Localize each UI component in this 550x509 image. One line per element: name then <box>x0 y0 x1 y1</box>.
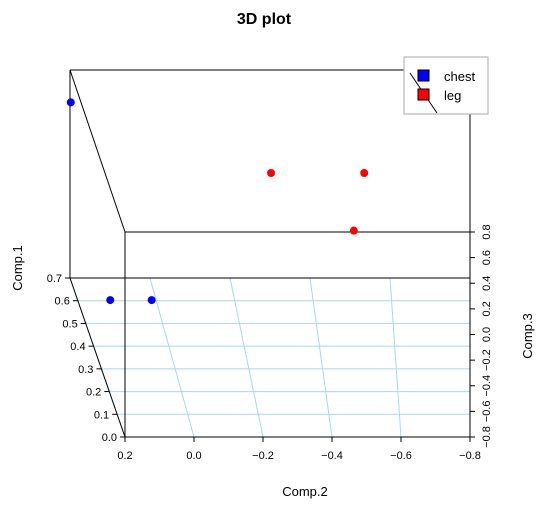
y-tick-label-5: 0.2 <box>481 301 493 316</box>
z-tick-label-3: 0.3 <box>78 364 93 376</box>
z-tick-label-2: 0.2 <box>86 387 101 399</box>
z-tick-label-6: 0.6 <box>55 296 70 308</box>
x-tick-label-2: −0.2 <box>252 450 274 462</box>
z-tick-label-1: 0.1 <box>94 409 109 421</box>
z-tick-label-5: 0.5 <box>62 318 77 330</box>
y-tick-label-1: −0.6 <box>481 401 493 423</box>
y-tick-label-0: −0.8 <box>481 426 493 448</box>
x-axis-ticks: 0.2 0.0 −0.2 −0.4 −0.6 −0.8 <box>117 437 481 462</box>
y-axis-label: Comp.3 <box>520 313 535 359</box>
grid-line-x-2 <box>229 277 264 438</box>
x-tick-label-0: 0.2 <box>117 450 132 462</box>
y-tick-label-6: 0.4 <box>481 276 493 291</box>
legend-label-leg: leg <box>444 88 461 103</box>
y-tick-label-3: −0.2 <box>481 349 493 371</box>
z-tick-label-4: 0.4 <box>70 341 85 353</box>
floor-grid <box>69 277 471 438</box>
point-leg-2 <box>360 168 369 177</box>
z-axis-label: Comp.1 <box>10 245 25 291</box>
point-chest-1 <box>106 296 115 305</box>
point-chest-2 <box>147 296 156 305</box>
point-chest-0 <box>66 98 75 107</box>
y-tick-label-4: 0.0 <box>481 327 493 342</box>
plot-box <box>69 69 471 438</box>
point-leg-0 <box>267 168 276 177</box>
z-tick-label-0: 0.0 <box>102 432 117 444</box>
legend-label-chest: chest <box>444 69 475 84</box>
z-axis-ticks: 0.0 0.1 0.2 0.3 0.4 0.5 0.6 0.7 <box>47 273 125 444</box>
x-tick-label-4: −0.6 <box>390 450 412 462</box>
grid-line-x-1 <box>149 277 195 438</box>
x-tick-label-5: −0.8 <box>459 450 481 462</box>
x-tick-label-3: −0.4 <box>321 450 343 462</box>
legend: chest leg <box>403 56 489 115</box>
box-edge-diag-bottom-left <box>69 277 126 438</box>
grid-line-x-4 <box>389 277 402 438</box>
legend-swatch-chest <box>417 69 430 82</box>
y-tick-label-7: 0.6 <box>481 250 493 265</box>
x-tick-label-1: 0.0 <box>186 450 201 462</box>
grid-line-x-3 <box>309 277 333 438</box>
x-axis-label: Comp.2 <box>282 484 328 499</box>
z-tick-label-7: 0.7 <box>47 273 62 285</box>
legend-box <box>403 56 489 115</box>
data-points <box>66 98 369 305</box>
y-tick-label-2: −0.4 <box>481 375 493 397</box>
y-tick-label-8: 0.8 <box>481 224 493 239</box>
box-edge-diag-top-left <box>69 69 126 233</box>
y-axis-ticks: −0.8 −0.6 −0.4 −0.2 0.0 0.2 0.4 0.6 0.8 <box>470 224 493 448</box>
legend-swatch-leg <box>417 88 430 101</box>
point-leg-1 <box>349 226 358 235</box>
chart-title: 3D plot <box>237 11 292 28</box>
